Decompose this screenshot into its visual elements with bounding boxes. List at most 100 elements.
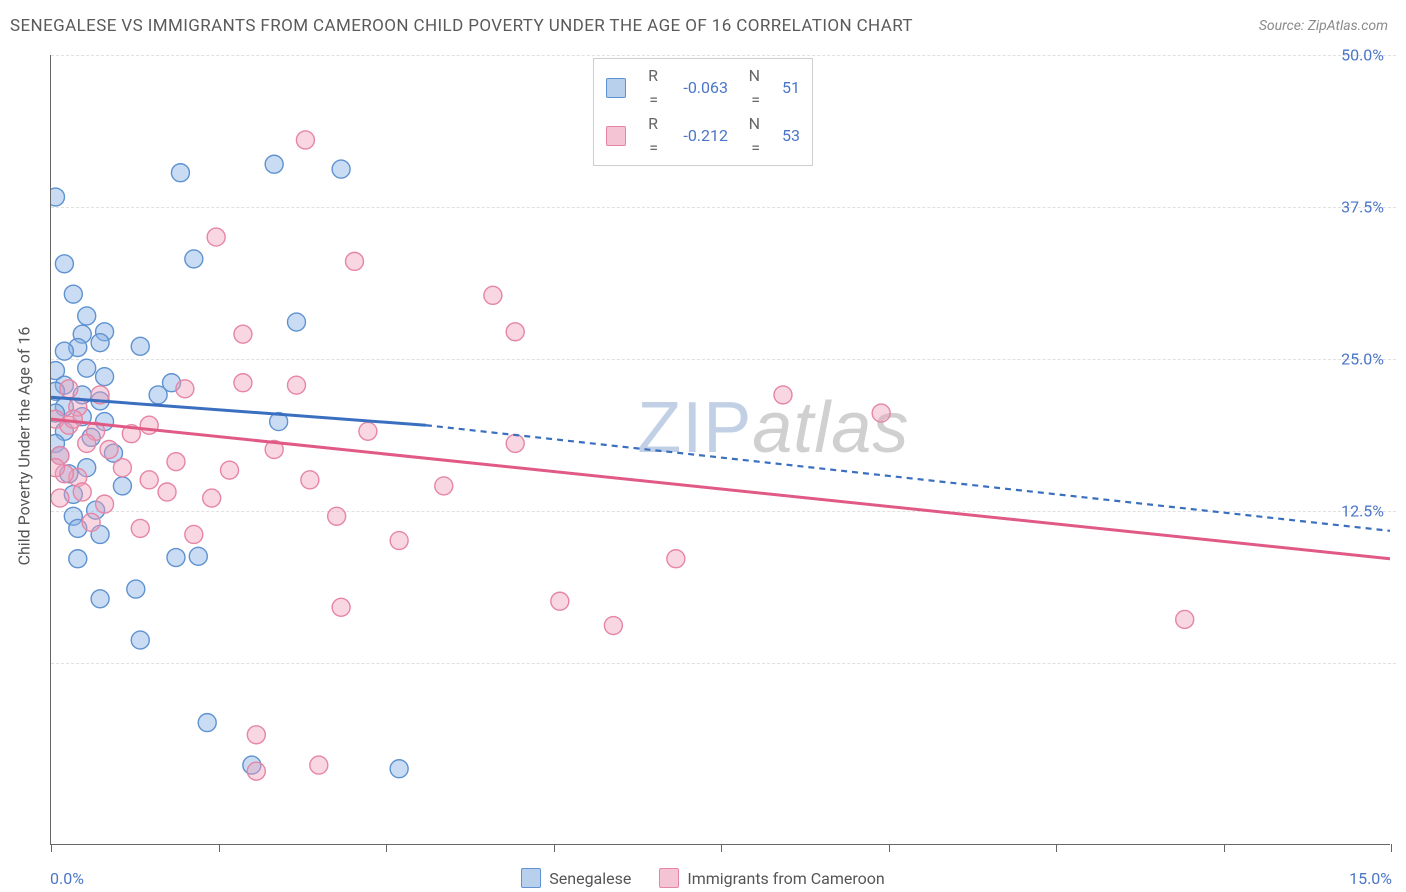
data-point [171, 164, 189, 182]
stats-row: R = -0.212 N = 53 [606, 112, 800, 160]
data-point [1176, 610, 1194, 628]
data-point [359, 422, 377, 440]
data-point [390, 760, 408, 778]
data-point [131, 519, 149, 537]
plot-area [50, 55, 1390, 845]
x-tick [386, 844, 387, 852]
legend-swatch [521, 868, 541, 888]
data-point [131, 337, 149, 355]
data-point [51, 188, 64, 206]
x-tick [51, 844, 52, 852]
data-point [82, 513, 100, 531]
data-point [287, 313, 305, 331]
data-point [484, 286, 502, 304]
data-point [96, 495, 114, 513]
stats-row: R = -0.063 N = 51 [606, 64, 800, 112]
data-point [872, 404, 890, 422]
data-point [185, 250, 203, 268]
data-point [296, 131, 314, 149]
data-point [69, 550, 87, 568]
data-point [78, 307, 96, 325]
data-point [91, 334, 109, 352]
legend-swatch [606, 78, 626, 98]
x-tick [1224, 844, 1225, 852]
data-point [113, 459, 131, 477]
data-point [328, 507, 346, 525]
legend-label: Immigrants from Cameroon [687, 869, 884, 888]
data-point [127, 580, 145, 598]
stat-n-value: 53 [770, 124, 800, 148]
x-tick [219, 844, 220, 852]
data-point [301, 471, 319, 489]
legend-swatch [606, 126, 626, 146]
regression-line-extended [426, 425, 1390, 531]
data-point [551, 592, 569, 610]
data-point [51, 459, 64, 477]
y-axis-title: Child Poverty Under the Age of 16 [15, 327, 34, 566]
data-point [287, 376, 305, 394]
data-point [207, 228, 225, 246]
stat-r-value: -0.212 [668, 124, 728, 148]
data-point [332, 160, 350, 178]
data-point [158, 483, 176, 501]
data-point [55, 342, 73, 360]
data-point [78, 434, 96, 452]
data-point [203, 489, 221, 507]
data-point [64, 410, 82, 428]
data-point [55, 255, 73, 273]
stat-n-value: 51 [770, 76, 800, 100]
data-point [176, 380, 194, 398]
source-attribution: Source: ZipAtlas.com [1259, 18, 1388, 34]
data-point [265, 155, 283, 173]
data-point [506, 434, 524, 452]
stat-r-label: R = [636, 112, 658, 160]
data-point [604, 617, 622, 635]
x-tick [721, 844, 722, 852]
bottom-legend: Senegalese Immigrants from Cameroon [0, 868, 1406, 888]
stat-r-label: R = [636, 64, 658, 112]
data-point [390, 532, 408, 550]
data-point [346, 252, 364, 270]
stat-n-label: N = [738, 112, 760, 160]
data-point [234, 325, 252, 343]
data-point [96, 368, 114, 386]
legend-item: Senegalese [521, 868, 631, 888]
data-point [189, 547, 207, 565]
legend-swatch [659, 868, 679, 888]
x-tick [1056, 844, 1057, 852]
data-point [310, 756, 328, 774]
data-point [131, 631, 149, 649]
data-point [78, 359, 96, 377]
data-point [167, 549, 185, 567]
data-point [51, 489, 69, 507]
x-tick [554, 844, 555, 852]
data-point [234, 374, 252, 392]
data-point [167, 453, 185, 471]
data-point [113, 477, 131, 495]
stat-n-label: N = [738, 64, 760, 112]
regression-line [51, 419, 1390, 559]
correlation-stats-box: R = -0.063 N = 51 R = -0.212 N = 53 [593, 58, 813, 166]
data-point [91, 590, 109, 608]
legend-label: Senegalese [549, 869, 631, 888]
data-point [506, 323, 524, 341]
scatter-svg [51, 55, 1390, 844]
data-point [221, 461, 239, 479]
x-tick [889, 844, 890, 852]
data-point [198, 714, 216, 732]
legend-item: Immigrants from Cameroon [659, 868, 884, 888]
data-point [435, 477, 453, 495]
data-point [140, 471, 158, 489]
stat-r-value: -0.063 [668, 76, 728, 100]
data-point [247, 726, 265, 744]
chart-title: SENEGALESE VS IMMIGRANTS FROM CAMEROON C… [10, 16, 913, 36]
data-point [332, 598, 350, 616]
data-point [185, 525, 203, 543]
data-point [73, 483, 91, 501]
data-point [667, 550, 685, 568]
data-point [774, 386, 792, 404]
data-point [64, 285, 82, 303]
data-point [60, 380, 78, 398]
x-tick [1391, 844, 1392, 852]
data-point [247, 762, 265, 780]
